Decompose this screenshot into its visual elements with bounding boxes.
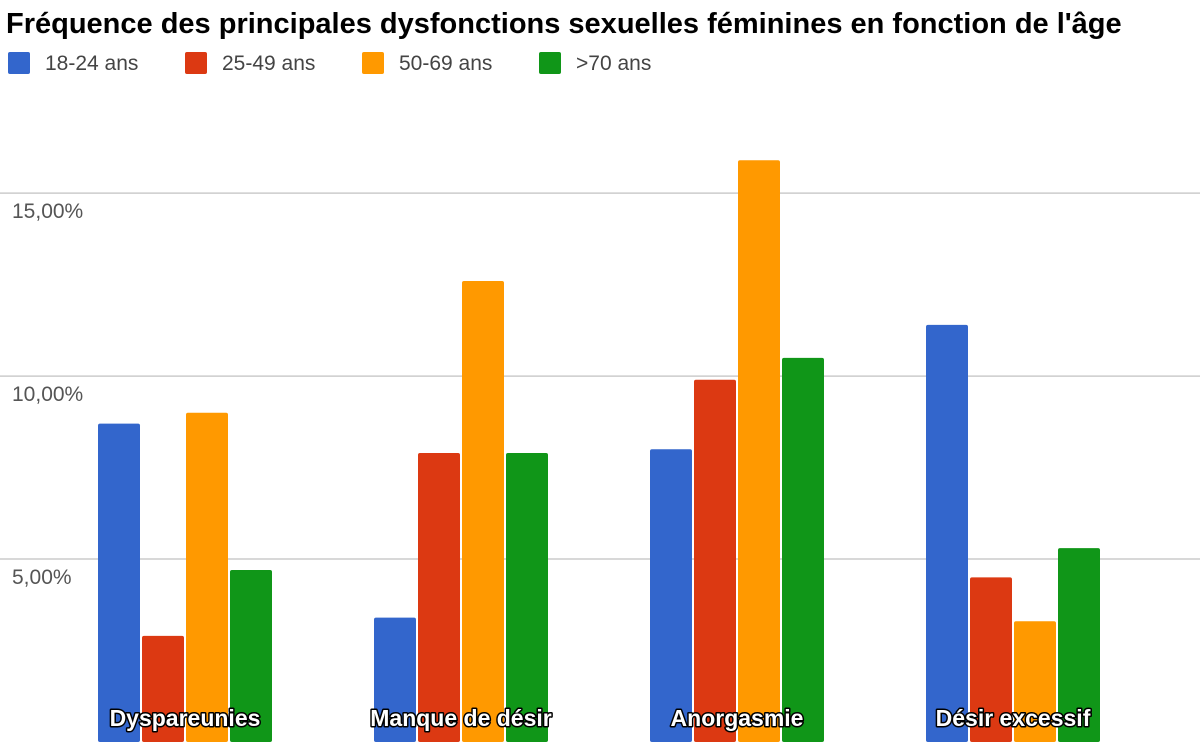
bar-3-3 [1058,548,1100,742]
bar-0-2 [186,412,228,742]
legend-label-1: 25-49 ans [222,52,315,75]
category-label-1: Manque de désir [370,705,552,731]
category-label-3: Désir excessif [936,705,1091,731]
category-labels: Dyspareunies Manque de désir Anorgasmie Dés… [108,704,1092,733]
legend-swatch-2 [362,52,384,74]
bar-2-1 [694,379,736,742]
legend-label-3: >70 ans [576,52,651,75]
y-tick-label-2: 15,00% [12,200,83,223]
legend: 18-24 ans 25-49 ans 50-69 ans >70 ans [8,52,651,75]
y-tick-label-0: 5,00% [12,566,72,589]
chart-title: Fréquence des principales dysfonctions s… [6,8,1122,40]
legend-swatch-3 [539,52,561,74]
category-label-0: Dyspareunies [110,705,261,731]
legend-label-2: 50-69 ans [399,52,492,75]
y-tick-label-1: 10,00% [12,383,83,406]
bar-1-1 [418,452,460,742]
bar-3-2 [1014,621,1056,742]
y-tick-labels: 5,00% 10,00% 15,00% [12,200,83,589]
category-label-2: Anorgasmie [671,705,804,731]
bar-0-1 [142,635,184,742]
bars [98,160,1100,742]
bar-1-0 [374,617,416,742]
bar-2-3 [782,357,824,742]
legend-label-0: 18-24 ans [45,52,138,75]
bar-0-3 [230,570,272,742]
bar-3-1 [970,577,1012,742]
bar-2-2 [738,160,780,742]
bar-1-2 [462,280,504,742]
gridlines [0,192,1200,560]
bar-2-0 [650,449,692,742]
bar-0-0 [98,423,140,742]
legend-swatch-0 [8,52,30,74]
legend-swatch-1 [185,52,207,74]
bar-3-0 [926,324,968,742]
bar-1-3 [506,452,548,742]
